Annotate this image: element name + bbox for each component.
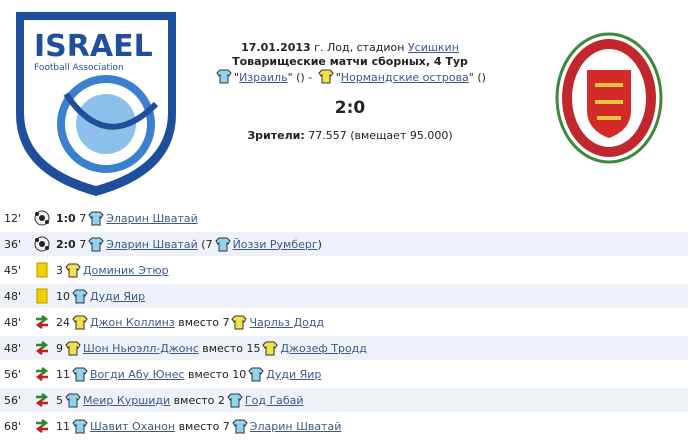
home-extra: () <box>292 71 305 84</box>
event-minute: 12' <box>4 211 22 225</box>
score: 2:0 <box>334 98 366 118</box>
player-number: 10 <box>56 289 70 303</box>
event-minute: 56' <box>4 367 22 381</box>
out-number: 10 <box>232 367 247 381</box>
competition: Товарищеские матчи сборных, 4 Тур <box>232 55 468 68</box>
player-number: 7 <box>79 211 87 225</box>
home-shirt-icon <box>232 419 248 434</box>
assist-number: 7 <box>205 237 213 251</box>
svg-text:Football Association: Football Association <box>34 63 124 73</box>
event-row: 36' 2:0 7 Эларин Шватай (7 Йоззи Румберг) <box>0 232 688 256</box>
instead-label: вместо <box>178 315 219 329</box>
player-number: 11 <box>56 419 70 433</box>
home-shirt-icon <box>227 393 243 408</box>
event-minute: 45' <box>4 263 22 277</box>
player-number: 3 <box>56 263 63 277</box>
player-number: 9 <box>56 341 63 355</box>
home-shirt-icon <box>88 211 104 226</box>
substitution-icon <box>34 314 50 330</box>
event-row: 48' 9 Шон Ньюэлл-Джонс вместо 15 Джозеф Тро… <box>0 336 688 360</box>
event-minute: 48' <box>4 289 22 303</box>
home-shirt-icon <box>214 237 231 252</box>
away-shirt-icon <box>262 341 279 356</box>
event-row: 48' 24 Джон Коллинз вместо 7 Чарльз Додд <box>0 310 688 334</box>
event-score: 2:0 <box>56 237 76 251</box>
player-number: 24 <box>56 315 70 329</box>
home-shirt-icon <box>216 69 232 84</box>
home-shirt-icon <box>72 367 88 382</box>
yellow-card-icon <box>34 262 50 278</box>
event-row: 45' 3 Доминик Этюр <box>0 258 688 282</box>
match-date: 17.01.2013 <box>241 41 311 54</box>
player-out-link[interactable]: Год Габай <box>244 393 304 407</box>
stadium-link[interactable]: Усишкин <box>407 41 459 54</box>
substitution-icon <box>34 418 50 434</box>
player-link[interactable]: Эларин Шватай <box>106 211 198 225</box>
player-link[interactable]: Эларин Шватай <box>106 237 198 251</box>
assist-player-link[interactable]: Йоззи Румберг <box>232 237 318 251</box>
home-shirt-icon <box>88 237 104 252</box>
yellow-card-icon <box>34 288 50 304</box>
player-link[interactable]: Вогди Абу Юнес <box>90 367 185 381</box>
player-number: 7 <box>79 237 87 251</box>
away-shirt-icon <box>72 315 88 330</box>
out-number: 7 <box>222 419 230 433</box>
away-shirt-icon <box>65 263 81 278</box>
substitution-icon <box>34 366 50 382</box>
away-shirt-icon <box>65 341 81 356</box>
home-shirt-icon <box>248 367 264 382</box>
home-shirt-icon <box>65 393 81 408</box>
player-out-link[interactable]: Чарльз Додд <box>249 315 325 329</box>
player-link[interactable]: Меир Куршиди <box>83 393 171 407</box>
player-out-link[interactable]: Дуди Яир <box>266 367 322 381</box>
events-list: 12' 1:0 7 Эларин Шватай 36' 2:0 7 Эларин Шват… <box>0 206 688 440</box>
event-minute: 48' <box>4 341 22 355</box>
attendance-value: 77.557 (вмещает 95.000) <box>304 129 453 142</box>
out-number: 15 <box>246 341 261 355</box>
separator: - <box>304 71 316 84</box>
instead-label: вместо <box>188 367 229 381</box>
home-shirt-icon <box>72 289 88 304</box>
player-link[interactable]: Доминик Этюр <box>83 263 169 277</box>
substitution-icon <box>34 340 50 356</box>
event-row: 56' 5 Меир Куршиди вместо 2 Год Габай <box>0 388 688 412</box>
home-shirt-icon <box>72 419 88 434</box>
event-minute: 56' <box>4 393 22 407</box>
event-minute: 48' <box>4 315 22 329</box>
match-place: г. Лод, стадион <box>310 41 408 54</box>
player-link[interactable]: Джон Коллинз <box>90 315 175 329</box>
event-row: 48' 10 Дуди Яир <box>0 284 688 308</box>
guernsey-fa-logo <box>553 30 665 166</box>
player-link[interactable]: Дуди Яир <box>90 289 146 303</box>
away-shirt-icon <box>318 69 334 84</box>
instead-label: вместо <box>178 419 220 433</box>
out-number: 7 <box>222 315 230 329</box>
ball-icon <box>34 210 50 226</box>
event-row: 12' 1:0 7 Эларин Шватай <box>0 206 688 230</box>
event-minute: 36' <box>4 237 22 251</box>
out-number: 2 <box>217 393 225 407</box>
event-minute: 68' <box>4 419 22 433</box>
player-out-link[interactable]: Эларин Шватай <box>249 419 342 433</box>
instead-label: вместо <box>173 393 215 407</box>
instead-label: вместо <box>202 341 243 355</box>
player-link[interactable]: Шон Ньюэлл-Джонс <box>83 341 199 355</box>
away-extra: () <box>473 71 486 84</box>
player-link[interactable]: Шавит Оханон <box>90 419 176 433</box>
svg-text:ISRAEL: ISRAEL <box>34 29 153 64</box>
substitution-icon <box>34 392 50 408</box>
attendance-label: Зрители: <box>247 129 305 142</box>
player-out-link[interactable]: Джозеф Тродд <box>280 341 367 355</box>
israel-fa-logo: ISRAEL Football Association <box>6 4 186 200</box>
player-number: 11 <box>56 367 70 381</box>
away-shirt-icon <box>231 315 248 330</box>
event-row: 68' 11 Шавит Оханон вместо 7 Эларин Шватай <box>0 414 688 438</box>
event-row: 56' 11 Вогди Абу Юнес вместо 10 Дуди Яир <box>0 362 688 386</box>
home-team-link[interactable]: Израиль <box>239 71 288 84</box>
player-number: 5 <box>56 393 63 407</box>
match-info: 17.01.2013 г. Лод, стадион Усишкин Товар… <box>200 41 500 143</box>
event-score: 1:0 <box>56 211 76 225</box>
ball-icon <box>34 236 50 252</box>
away-team-link[interactable]: Нормандские острова <box>340 71 469 84</box>
